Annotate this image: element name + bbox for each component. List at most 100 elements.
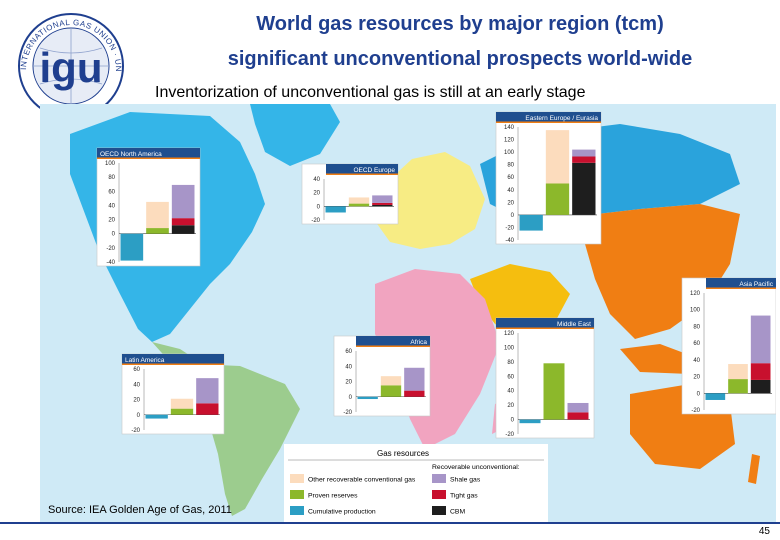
bar-other-conventional [348, 197, 370, 204]
bar-tight-gas [750, 363, 771, 380]
bar-shale-gas [750, 315, 771, 364]
legend-item-other-conventional: Other recoverable conventional gas [290, 474, 416, 484]
panel-latin-america: Latin America 60 40 20 0 -20 [121, 353, 225, 435]
bar-shale-gas [171, 184, 195, 219]
y-tick-label: -20 [505, 225, 514, 231]
legend-swatch [290, 474, 304, 483]
bar-tight-gas [171, 218, 195, 226]
bar-cumulative-production [519, 419, 541, 424]
y-tick-label: 100 [690, 308, 701, 314]
bar-other-conventional [728, 364, 748, 380]
panel-header-accent [97, 157, 200, 159]
legend-label: Cumulative production [308, 509, 376, 516]
bar-proven-reserves [380, 385, 402, 397]
page-title-line1: World gas resources by major region (tcm… [256, 13, 664, 35]
panel-header-accent [356, 345, 430, 347]
y-tick-label: 0 [511, 213, 515, 219]
panel-header [326, 164, 398, 175]
y-tick-label: 40 [507, 389, 514, 395]
y-tick-label: 80 [108, 175, 115, 181]
y-tick-label: -20 [131, 428, 140, 434]
y-tick-label: 20 [507, 403, 514, 409]
bar-shale-gas [404, 367, 425, 391]
legend-swatch [432, 474, 446, 483]
y-tick-label: 100 [504, 345, 515, 351]
panel-header [496, 318, 594, 329]
bar-proven-reserves [543, 363, 565, 420]
source-note: Source: IEA Golden Age of Gas, 2011 [48, 504, 232, 516]
europe-shape [370, 152, 485, 249]
y-tick-label: 80 [507, 360, 514, 366]
greenland-shape [250, 104, 340, 166]
bar-cbm [372, 204, 393, 207]
legend-swatch [432, 506, 446, 515]
page-subtitle: Inventorization of unconventional gas is… [155, 84, 586, 101]
bar-proven-reserves [146, 228, 169, 234]
bar-proven-reserves [170, 408, 194, 415]
panel-header-accent [122, 363, 224, 365]
y-tick-label: 20 [108, 218, 115, 224]
y-tick-label: -20 [106, 246, 115, 252]
bar-cumulative-production [145, 414, 168, 419]
southeast-asia-shape [620, 344, 700, 374]
bar-tight-gas [372, 202, 393, 205]
y-tick-label: 20 [507, 200, 514, 206]
y-tick-label: 0 [137, 413, 141, 419]
panel-title: Africa [410, 339, 427, 346]
y-tick-label: 20 [133, 398, 140, 404]
bar-shale-gas [196, 378, 219, 404]
panel-oecd-europe: OECD Europe 40 20 0 -20 [301, 163, 399, 225]
bar-cbm [572, 162, 596, 215]
panel-header-accent [706, 287, 776, 289]
y-tick-label: -40 [505, 238, 514, 244]
legend-background [284, 444, 548, 522]
y-tick-label: 100 [504, 150, 515, 156]
y-tick-label: 0 [317, 204, 321, 210]
y-tick-label: 60 [108, 189, 115, 195]
bar-other-conventional [380, 376, 402, 386]
y-tick-label: 60 [133, 367, 140, 373]
y-tick-label: 140 [504, 125, 515, 131]
legend-label: Other recoverable conventional gas [308, 477, 416, 484]
y-tick-label: 0 [112, 232, 116, 238]
bar-cumulative-production [519, 214, 543, 231]
y-tick-label: 20 [345, 380, 352, 386]
bar-cumulative-production [325, 206, 346, 213]
world-map-figure: OECD North America100806040200-20-40OECD… [40, 104, 776, 522]
page-title-line2: significant unconventional prospects wor… [227, 48, 693, 70]
panel-title: OECD Europe [353, 167, 395, 174]
y-tick-label: 60 [693, 341, 700, 347]
panel-header-accent [326, 173, 398, 175]
y-tick-label: 120 [690, 291, 701, 297]
y-tick-label: -20 [343, 410, 352, 416]
legend-item-tight-gas: Tight gas [432, 490, 478, 500]
bar-tight-gas [404, 390, 425, 397]
y-tick-label: -20 [691, 408, 700, 414]
y-tick-label: 80 [693, 324, 700, 330]
y-tick-label: -20 [505, 432, 514, 438]
bar-shale-gas [372, 195, 393, 203]
bar-proven-reserves [545, 183, 570, 215]
panel-header [496, 112, 601, 123]
y-tick-label: 0 [697, 391, 701, 397]
legend-item-cumulative-production: Cumulative production [290, 506, 376, 516]
legend-swatch [432, 490, 446, 499]
y-tick-label: 100 [105, 161, 116, 167]
legend-label: Proven reserves [308, 493, 358, 500]
y-tick-label: 60 [507, 175, 514, 181]
legend-title: Gas resources [377, 449, 429, 458]
panel-middle-east: Middle East 120 100 80 60 40 20 0 -20 [495, 317, 595, 439]
panel-header [97, 148, 200, 159]
y-tick-label: 20 [313, 191, 320, 197]
panel-asia-pacific: Asia Pacific 120 100 80 60 40 20 0 -20 [681, 277, 776, 415]
panel-header [706, 278, 776, 289]
page-number: 45 [758, 526, 770, 537]
panel-header-accent [496, 121, 601, 123]
y-tick-label: 20 [693, 375, 700, 381]
bar-tight-gas [572, 156, 596, 163]
y-tick-label: -20 [311, 218, 320, 224]
y-tick-label: 0 [349, 395, 353, 401]
bar-cumulative-production [357, 396, 378, 400]
bar-cumulative-production [120, 233, 144, 261]
